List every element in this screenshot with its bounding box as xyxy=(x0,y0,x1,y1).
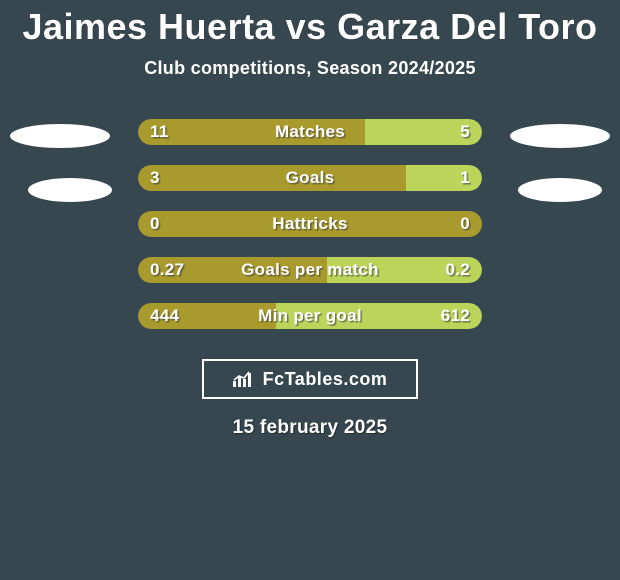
category-label: Min per goal xyxy=(138,303,482,329)
stat-row: 115Matches xyxy=(0,111,620,157)
stat-row: 00Hattricks xyxy=(0,203,620,249)
stat-row: 444612Min per goal xyxy=(0,295,620,341)
brand-box: FcTables.com xyxy=(202,359,418,399)
category-label: Goals per match xyxy=(138,257,482,283)
date-label: 15 february 2025 xyxy=(0,417,620,439)
category-label: Goals xyxy=(138,165,482,191)
brand-text: FcTables.com xyxy=(261,369,390,390)
subtitle: Club competitions, Season 2024/2025 xyxy=(0,58,620,79)
category-label: Hattricks xyxy=(138,211,482,237)
category-label: Matches xyxy=(138,119,482,145)
brand-chart-icon xyxy=(231,369,257,389)
stat-row: 31Goals xyxy=(0,157,620,203)
page-title: Jaimes Huerta vs Garza Del Toro xyxy=(0,0,620,48)
stat-row: 0.270.2Goals per match xyxy=(0,249,620,295)
comparison-chart: 115Matches31Goals00Hattricks0.270.2Goals… xyxy=(0,111,620,341)
